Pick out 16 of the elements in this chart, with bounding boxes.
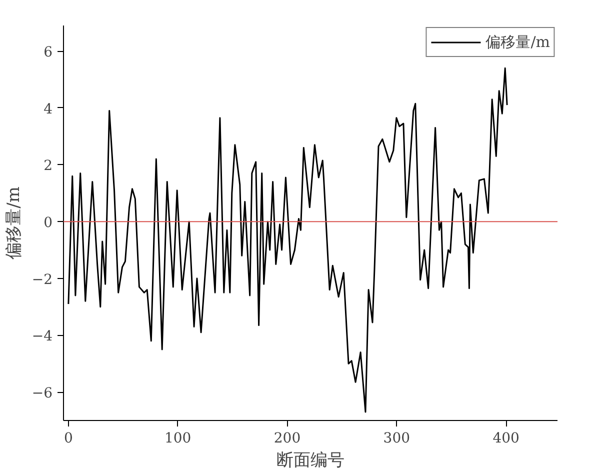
x-axis-title: 断面编号 [276,450,344,470]
x-tick-label: 100 [164,430,192,446]
y-tick-label: 4 [44,101,53,118]
y-axis-title: 偏移量/m [4,186,24,260]
y-tick-label: 6 [44,44,53,61]
y-tick-label: −6 [32,386,53,402]
y-tick-label: 0 [44,215,53,232]
x-tick-label: 300 [383,430,410,446]
y-tick-label: 2 [44,158,53,174]
x-tick-label: 400 [492,430,520,446]
legend-label: 偏移量/m [486,32,550,52]
y-tick-label: −4 [32,328,53,345]
x-tick-label: 200 [274,430,301,446]
line-series [68,67,508,413]
x-tick-label: 0 [64,430,73,446]
y-tick-label: −2 [32,272,53,288]
